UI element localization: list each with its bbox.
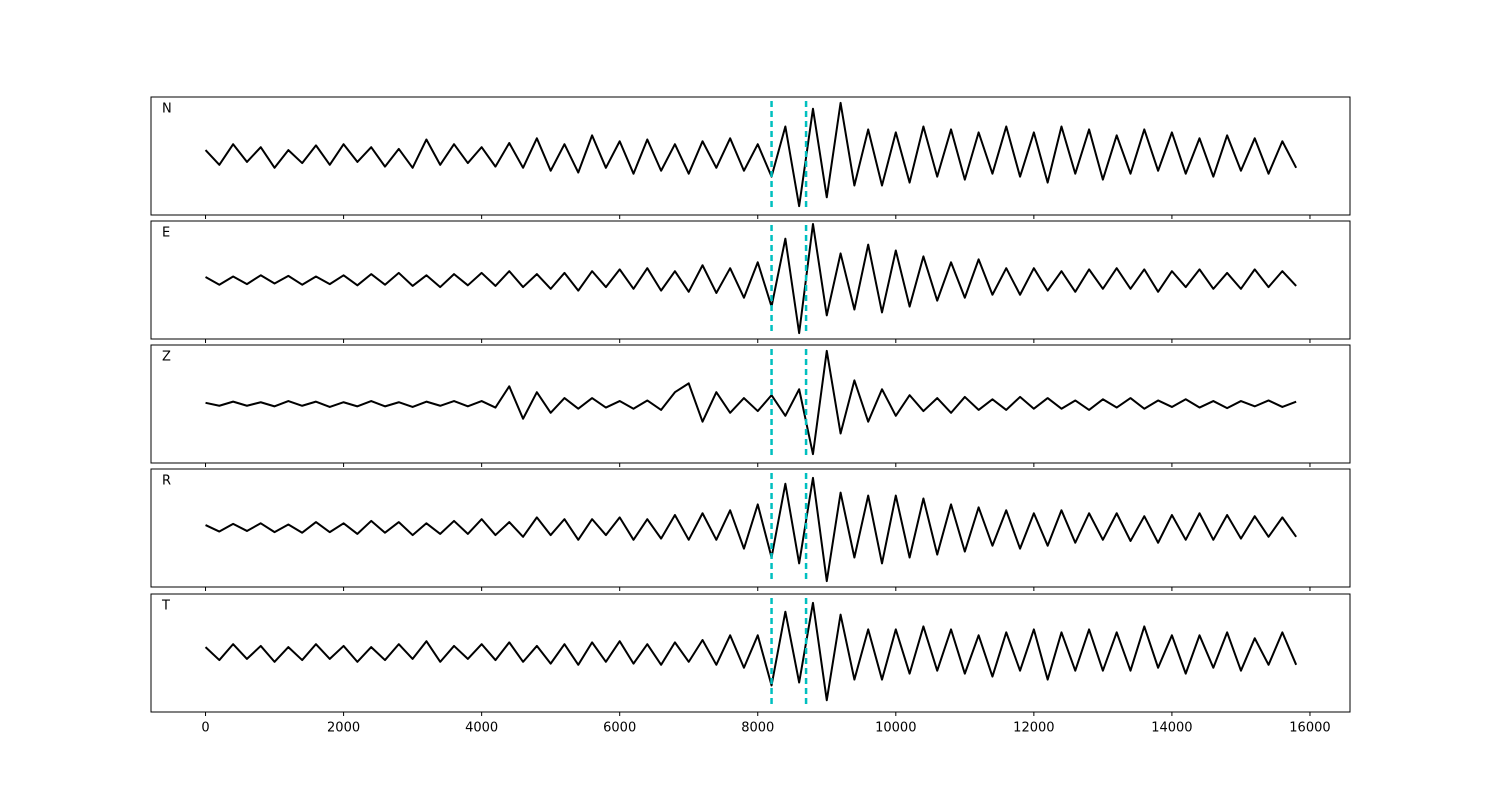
- panel-frame: [150, 344, 1351, 464]
- trace-line: [205, 349, 1297, 456]
- x-tick-label: 16000: [1289, 721, 1330, 736]
- panel-frame: [150, 468, 1351, 588]
- panel-frame: [150, 593, 1351, 713]
- panel-label: Z: [162, 350, 171, 365]
- trace-line: [204, 101, 1298, 208]
- panel-label: T: [161, 599, 170, 614]
- x-tick-label: 10000: [875, 721, 916, 736]
- x-tick-label: 4000: [465, 721, 498, 736]
- trace-line: [205, 476, 1297, 583]
- panel-label: R: [162, 474, 171, 489]
- x-tick-label: 12000: [1013, 721, 1054, 736]
- x-tick-label: 6000: [603, 721, 636, 736]
- x-tick-label: 2000: [327, 721, 360, 736]
- panel-label: N: [162, 102, 172, 117]
- trace-line: [204, 601, 1298, 702]
- x-tick-label: 8000: [741, 721, 774, 736]
- panel-frame: [150, 96, 1351, 216]
- x-tick-label: 14000: [1151, 721, 1192, 736]
- panel-frame: [150, 220, 1351, 340]
- panel-label: E: [162, 226, 170, 241]
- trace-line: [205, 222, 1297, 335]
- x-tick-label: 0: [201, 721, 209, 736]
